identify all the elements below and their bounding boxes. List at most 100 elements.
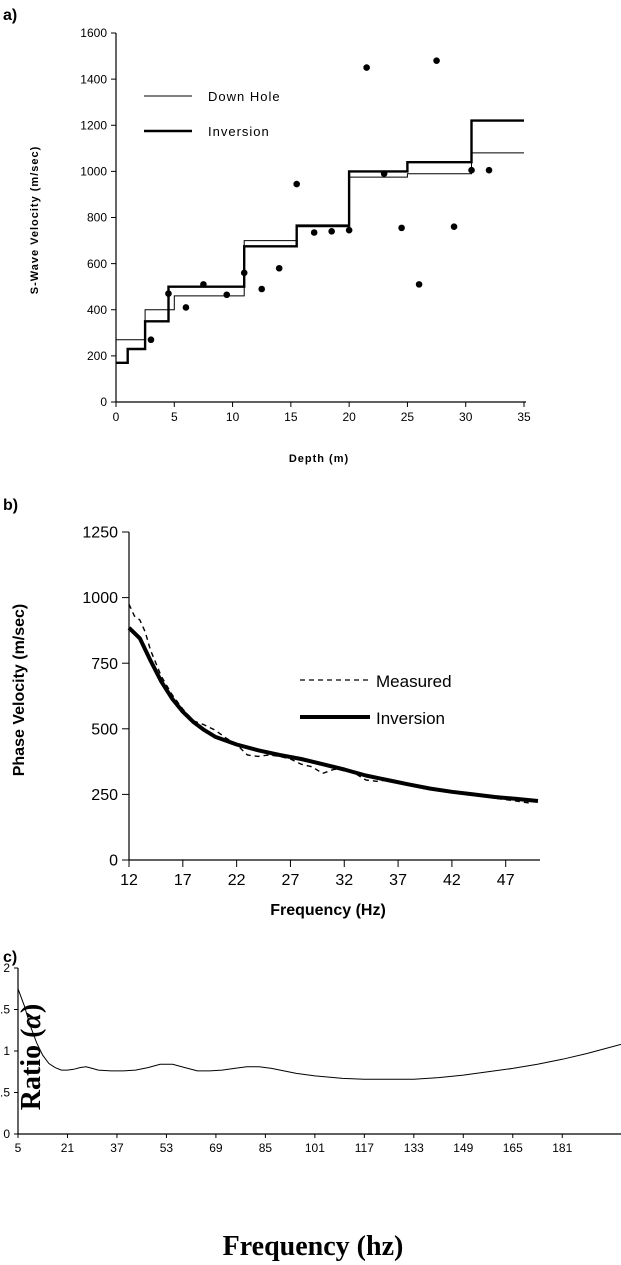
x-tick-label: 0 (113, 410, 120, 424)
panel-c-label: c) (3, 949, 17, 966)
series-measured-line (128, 603, 533, 805)
y-tick-label: 750 (91, 656, 118, 673)
panel-b-legend: Measured Inversion (300, 672, 452, 728)
panel-a-legend: Down Hole Inversion (144, 89, 281, 139)
data-point (275, 264, 283, 272)
series-inversion-line (127, 626, 539, 803)
y-tick-label: 800 (87, 211, 107, 225)
x-tick-label: 101 (305, 1141, 325, 1155)
x-tick-label: 27 (282, 872, 300, 889)
data-point (485, 166, 493, 174)
panel-a-x-axis-label: Depth (m) (289, 453, 349, 465)
data-point (293, 180, 300, 188)
data-point (182, 304, 190, 311)
x-tick-label: 21 (61, 1141, 75, 1155)
x-tick-label: 53 (160, 1141, 174, 1155)
x-tick-label: 69 (209, 1141, 223, 1155)
panel-b-label: b) (3, 497, 18, 514)
data-point (345, 226, 353, 234)
y-tick-label: 500 (91, 721, 118, 738)
x-tick-label: 133 (404, 1141, 424, 1155)
x-tick-label: 20 (342, 410, 356, 424)
data-point (380, 170, 388, 177)
data-point (415, 281, 423, 288)
data-point (468, 166, 475, 174)
y-tick-label: 0 (100, 395, 107, 409)
x-tick-label: 17 (174, 872, 192, 889)
y-tick-label: 1250 (82, 525, 118, 542)
panel-c-x-axis-label: Frequency (hz) (223, 1231, 404, 1262)
y-tick-label: 2 (3, 961, 10, 975)
data-point (200, 281, 207, 288)
y-tick-label: 400 (87, 303, 107, 317)
x-tick-label: 117 (355, 1141, 374, 1155)
panel-c-ticks: 0 0.5 1 1.5 2 5 21 37 53 69 85 101 117 133 149 165 181 (0, 961, 573, 1155)
data-point (165, 290, 172, 297)
x-tick-label: 15 (284, 410, 298, 424)
panel-a-series (116, 57, 524, 364)
x-tick-label: 42 (443, 872, 461, 889)
data-point (433, 57, 440, 64)
data-point (398, 224, 405, 232)
data-point (258, 285, 266, 293)
x-tick-label: 12 (120, 872, 138, 889)
series-ratio-line (17, 988, 621, 1080)
x-tick-label: 30 (459, 410, 473, 424)
panel-c-series (17, 988, 621, 1080)
legend-down-hole-label: Down Hole (208, 89, 281, 104)
panel-b-axes (128, 532, 540, 861)
legend-measured-label: Measured (376, 672, 452, 691)
panel-a: a) 0 200 400 600 800 1000 1200 1400 1600 0 5 10 15 20… (3, 7, 531, 465)
panel-c-axes (17, 968, 621, 1135)
panel-c-y-axis-label: Ratio (α) (16, 1004, 47, 1110)
data-point (363, 64, 370, 71)
y-tick-label: 1000 (82, 590, 118, 607)
data-point (147, 336, 155, 344)
panel-a-ticks: 0 200 400 600 800 1000 1200 1400 1600 0 5 10 15 20 25 3… (80, 26, 531, 424)
series-inversion-line (116, 119, 524, 364)
y-tick-label: 1 (3, 1044, 10, 1058)
y-tick-label: 0 (3, 1127, 10, 1141)
panel-b-ticks: 0 250 500 750 1000 1250 12 17 22 27 32 37 42 47 (82, 525, 514, 889)
y-tick-label: 200 (87, 349, 107, 363)
panel-a-label: a) (3, 7, 17, 24)
x-tick-label: 37 (110, 1141, 124, 1155)
legend-inversion-label: Inversion (376, 709, 445, 728)
series-down-hole-line (116, 152, 524, 341)
y-tick-label: 0.5 (0, 1086, 10, 1100)
y-tick-label: 250 (91, 787, 118, 804)
x-tick-label: 5 (15, 1141, 22, 1155)
panel-c: c) 0 0.5 1 1.5 2 5 21 37 53 69 85 101 117 133 149 165 18… (0, 949, 621, 1262)
x-tick-label: 181 (552, 1141, 572, 1155)
y-tick-label: 1400 (80, 72, 107, 86)
data-point (450, 223, 458, 231)
x-tick-label: 22 (228, 872, 246, 889)
y-tick-label: 1600 (80, 26, 107, 40)
x-tick-label: 5 (171, 410, 178, 424)
y-tick-label: 1000 (80, 165, 107, 179)
data-point (240, 269, 248, 277)
x-tick-label: 149 (453, 1141, 473, 1155)
panel-b-x-axis-label: Frequency (Hz) (270, 902, 386, 919)
panel-b-y-axis-label: Phase Velocity (m/sec) (11, 604, 28, 777)
y-tick-label: 1.5 (0, 1003, 10, 1017)
x-tick-label: 32 (335, 872, 353, 889)
y-tick-label: 1200 (80, 118, 107, 132)
data-point (223, 291, 231, 299)
x-tick-label: 47 (497, 872, 515, 889)
y-tick-label: 600 (87, 257, 107, 271)
x-tick-label: 10 (226, 410, 240, 424)
panel-b: b) 0 250 500 750 1000 1250 12 17 22 27 32 37 42 47 Ph… (3, 497, 540, 919)
x-tick-label: 25 (401, 410, 415, 424)
y-tick-label: 0 (109, 853, 118, 870)
panel-a-y-axis-label: S-Wave Velocity (m/sec) (29, 146, 41, 295)
data-point (310, 229, 318, 236)
x-tick-label: 35 (517, 410, 531, 424)
panel-b-series (127, 603, 539, 805)
x-tick-label: 165 (503, 1141, 523, 1155)
panel-a-axes (115, 33, 526, 403)
x-tick-label: 37 (389, 872, 407, 889)
data-point (328, 228, 335, 235)
legend-inversion-label: Inversion (208, 124, 270, 139)
